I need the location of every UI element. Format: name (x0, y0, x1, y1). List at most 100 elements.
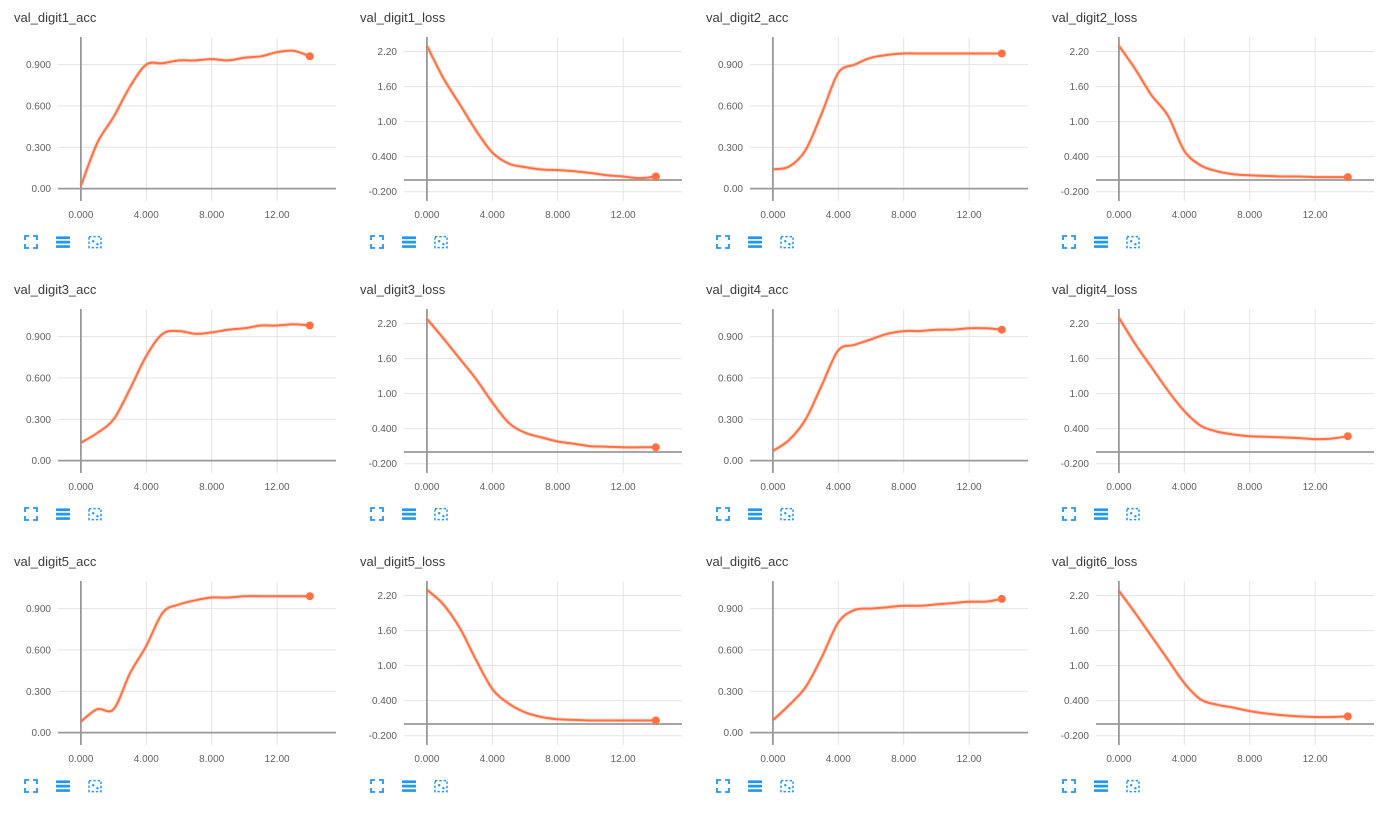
svg-text:4.000: 4.000 (1172, 754, 1197, 765)
chart-controls (714, 505, 1034, 523)
chart-plot[interactable]: 0.000 4.000 8.000 12.00 0.00 0.300 0.600 0.900 (704, 29, 1034, 229)
expand-chart-button[interactable] (22, 233, 40, 251)
fit-domain-button[interactable] (86, 233, 104, 251)
chart-title: val_digit3_loss (360, 282, 446, 297)
expand-chart-button[interactable] (22, 505, 40, 523)
dashed-box-dots-icon (1126, 507, 1140, 521)
fit-domain-button[interactable] (1124, 233, 1142, 251)
svg-text:2.20: 2.20 (1070, 319, 1090, 330)
svg-text:12.00: 12.00 (957, 482, 982, 493)
fit-domain-button[interactable] (778, 233, 796, 251)
svg-text:0.000: 0.000 (760, 210, 785, 221)
chart-title: val_digit5_loss (360, 554, 446, 569)
expand-chart-button[interactable] (1060, 505, 1078, 523)
svg-text:0.600: 0.600 (26, 373, 51, 384)
svg-text:12.00: 12.00 (1303, 482, 1328, 493)
expand-icon (1062, 235, 1076, 249)
data-table-button[interactable] (400, 233, 418, 251)
chart-title: val_digit3_acc (14, 282, 97, 297)
expand-chart-button[interactable] (714, 505, 732, 523)
svg-text:12.00: 12.00 (265, 210, 290, 221)
fit-domain-button[interactable] (432, 777, 450, 795)
dashed-box-dots-icon (1126, 779, 1140, 793)
fit-domain-button[interactable] (432, 233, 450, 251)
svg-text:-0.200: -0.200 (1061, 731, 1090, 742)
svg-text:12.00: 12.00 (265, 754, 290, 765)
expand-chart-button[interactable] (1060, 777, 1078, 795)
fit-domain-button[interactable] (432, 505, 450, 523)
svg-text:12.00: 12.00 (611, 482, 636, 493)
svg-text:1.00: 1.00 (1070, 117, 1090, 128)
chart-card: val_digit1_loss 0.000 4.000 8.000 12.00 -0.2… (346, 0, 692, 272)
chart-plot[interactable]: 0.000 4.000 8.000 12.00 -0.200 0.400 1.00 1.60 2… (358, 301, 688, 501)
chart-card: val_digit3_loss 0.000 4.000 8.000 12.00 -0.2… (346, 272, 692, 544)
svg-text:0.000: 0.000 (414, 482, 439, 493)
svg-text:0.900: 0.900 (26, 604, 51, 615)
svg-text:12.00: 12.00 (957, 210, 982, 221)
fit-domain-button[interactable] (86, 505, 104, 523)
expand-icon (24, 235, 38, 249)
data-table-button[interactable] (54, 233, 72, 251)
expand-chart-button[interactable] (714, 233, 732, 251)
horizontal-lines-icon (748, 508, 762, 520)
svg-text:0.000: 0.000 (760, 754, 785, 765)
chart-title: val_digit6_acc (706, 554, 789, 569)
chart-plot[interactable]: 0.000 4.000 8.000 12.00 0.00 0.300 0.600 0.900 (12, 573, 342, 773)
svg-text:0.400: 0.400 (372, 424, 397, 435)
expand-chart-button[interactable] (714, 777, 732, 795)
chart-plot[interactable]: 0.000 4.000 8.000 12.00 0.00 0.300 0.600 0.900 (704, 301, 1034, 501)
data-table-button[interactable] (54, 505, 72, 523)
horizontal-lines-icon (402, 236, 416, 248)
dashed-box-dots-icon (434, 235, 448, 249)
svg-text:0.300: 0.300 (718, 415, 743, 426)
data-table-button[interactable] (400, 505, 418, 523)
expand-chart-button[interactable] (22, 777, 40, 795)
chart-plot[interactable]: 0.000 4.000 8.000 12.00 0.00 0.300 0.600 0.900 (704, 573, 1034, 773)
data-table-button[interactable] (54, 777, 72, 795)
chart-plot[interactable]: 0.000 4.000 8.000 12.00 0.00 0.300 0.600 0.900 (12, 301, 342, 501)
fit-domain-button[interactable] (1124, 777, 1142, 795)
chart-title: val_digit1_loss (360, 10, 446, 25)
svg-text:0.400: 0.400 (1064, 696, 1089, 707)
expand-icon (716, 507, 730, 521)
svg-text:0.000: 0.000 (760, 482, 785, 493)
svg-text:0.900: 0.900 (718, 60, 743, 71)
chart-plot[interactable]: 0.000 4.000 8.000 12.00 -0.200 0.400 1.00 1.60 2… (358, 29, 688, 229)
svg-text:0.00: 0.00 (32, 456, 52, 467)
chart-controls (1060, 777, 1379, 795)
expand-chart-button[interactable] (368, 777, 386, 795)
fit-domain-button[interactable] (86, 777, 104, 795)
horizontal-lines-icon (56, 236, 70, 248)
svg-text:0.600: 0.600 (718, 101, 743, 112)
svg-text:1.60: 1.60 (378, 354, 398, 365)
fit-domain-button[interactable] (778, 505, 796, 523)
chart-plot[interactable]: 0.000 4.000 8.000 12.00 -0.200 0.400 1.00 1.60 2… (358, 573, 688, 773)
horizontal-lines-icon (1094, 780, 1108, 792)
expand-chart-button[interactable] (1060, 233, 1078, 251)
data-table-button[interactable] (746, 777, 764, 795)
chart-plot[interactable]: 0.000 4.000 8.000 12.00 -0.200 0.400 1.00 1.60 2… (1050, 573, 1379, 773)
chart-plot[interactable]: 0.000 4.000 8.000 12.00 -0.200 0.400 1.00 1.60 2… (1050, 29, 1379, 229)
expand-chart-button[interactable] (368, 505, 386, 523)
chart-plot[interactable]: 0.000 4.000 8.000 12.00 -0.200 0.400 1.00 1.60 2… (1050, 301, 1379, 501)
data-table-button[interactable] (746, 233, 764, 251)
chart-card: val_digit4_loss 0.000 4.000 8.000 12.00 -0.2… (1038, 272, 1379, 544)
data-table-button[interactable] (1092, 777, 1110, 795)
expand-chart-button[interactable] (368, 233, 386, 251)
svg-text:8.000: 8.000 (199, 482, 224, 493)
svg-text:0.600: 0.600 (26, 101, 51, 112)
data-table-button[interactable] (1092, 505, 1110, 523)
svg-text:0.000: 0.000 (414, 754, 439, 765)
data-table-button[interactable] (400, 777, 418, 795)
fit-domain-button[interactable] (778, 777, 796, 795)
data-table-button[interactable] (746, 505, 764, 523)
dashed-box-dots-icon (434, 779, 448, 793)
chart-plot[interactable]: 0.000 4.000 8.000 12.00 0.00 0.300 0.600 0.900 (12, 29, 342, 229)
svg-text:0.600: 0.600 (718, 373, 743, 384)
svg-text:0.300: 0.300 (718, 687, 743, 698)
fit-domain-button[interactable] (1124, 505, 1142, 523)
svg-text:-0.200: -0.200 (369, 459, 398, 470)
chart-controls (1060, 233, 1379, 251)
dashed-box-dots-icon (1126, 235, 1140, 249)
data-table-button[interactable] (1092, 233, 1110, 251)
